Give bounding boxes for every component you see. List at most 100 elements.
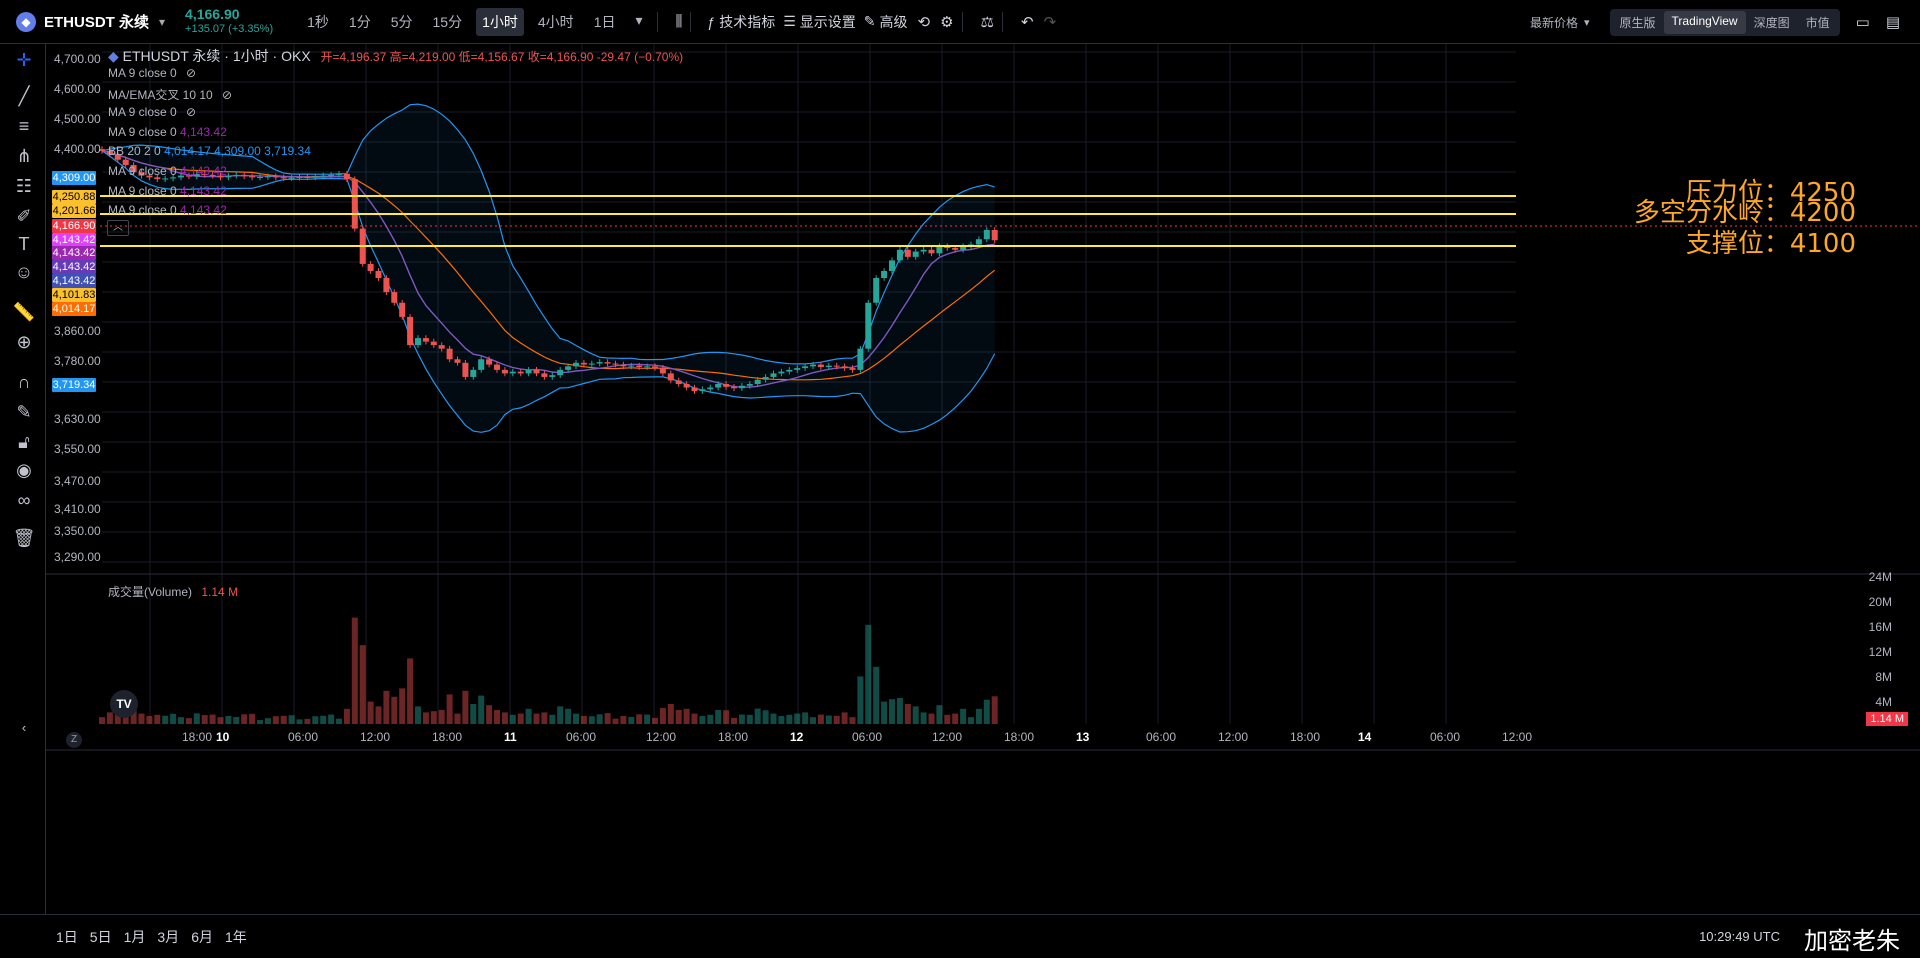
layout-icon[interactable]: ▤ <box>1885 14 1900 31</box>
range-button[interactable]: 3月 <box>157 928 180 945</box>
time-axis-label: 10 <box>216 730 230 744</box>
volume-bar <box>968 717 974 724</box>
range-button[interactable]: 1日 <box>56 928 78 945</box>
volume-bar <box>936 705 943 724</box>
trash-icon[interactable]: 🗑︎ <box>12 528 36 548</box>
tf-1m[interactable]: 1分 <box>348 13 371 30</box>
time-axis-label: 06:00 <box>1430 730 1461 744</box>
candle <box>233 174 240 176</box>
view-tradingview[interactable]: TradingView <box>1663 10 1746 34</box>
price-axis-label: 3,470.00 <box>54 474 101 488</box>
candle <box>857 348 864 370</box>
tf-15m[interactable]: 15分 <box>432 13 463 30</box>
zoom-icon[interactable]: ⊕ <box>16 332 32 352</box>
redo-icon[interactable]: ↷ <box>1043 13 1057 31</box>
volume-bar <box>975 708 982 724</box>
chevron-down-icon[interactable]: ▾ <box>159 14 166 29</box>
indicator-legend-row[interactable]: MA 9 close 0 4,143.42 <box>108 164 227 178</box>
horizontal-lines-icon[interactable]: ≡ <box>18 116 30 136</box>
candle <box>975 239 982 245</box>
candle <box>723 384 730 387</box>
undo-icon[interactable]: ↶ <box>1021 13 1034 31</box>
refresh-icon[interactable]: ⟲ <box>917 13 931 31</box>
volume-bar <box>391 696 398 724</box>
volume-bar <box>652 717 658 724</box>
last-price: 4,166.90 <box>185 5 240 22</box>
candle <box>138 172 145 176</box>
view-marketcap[interactable]: 市值 <box>1805 15 1830 30</box>
indicator-legend-row[interactable]: MA 9 close 0 4,143.42 <box>108 203 227 217</box>
edit-icon: ✎ <box>863 13 876 29</box>
price-axis-label: 4,500.00 <box>54 112 101 126</box>
candle <box>280 177 287 179</box>
indicator-legend-row[interactable]: MA 9 close 0 ⊘ <box>108 66 196 80</box>
volume-bar <box>517 713 524 724</box>
ruler-icon[interactable]: 📏 <box>12 302 36 322</box>
link-icon[interactable]: ∞ <box>17 490 31 510</box>
indicator-legend-row[interactable]: MA 9 close 0 4,143.42 <box>108 125 227 139</box>
tf-1h[interactable]: 1小时 <box>476 7 524 36</box>
fullscreen-icon[interactable]: ▭ <box>1855 14 1870 31</box>
indicator-legend-row[interactable]: MA 9 close 0 ⊘ <box>108 105 196 119</box>
candle-type-icon[interactable]: ⫼ <box>675 13 683 30</box>
tradingview-logo-icon[interactable]: TV <box>110 690 138 718</box>
range-button[interactable]: 5日 <box>89 928 112 945</box>
brush-icon[interactable]: ✐ <box>16 206 32 226</box>
indicators-button[interactable]: ƒ 技术指标 <box>707 13 776 30</box>
pitchfork-icon[interactable]: ⋔ <box>16 146 32 166</box>
trendline-icon[interactable]: ╱ <box>18 86 30 106</box>
volume-bar <box>454 713 461 724</box>
emoji-icon[interactable]: ☺ <box>14 262 34 282</box>
volume-bar <box>264 718 271 724</box>
range-button[interactable]: 1月 <box>123 928 146 945</box>
collapse-chevron-icon[interactable]: ‹ <box>21 720 27 735</box>
resistance-label: 压力位：4250 <box>1685 178 1856 208</box>
eye-off-icon[interactable]: ⊘ <box>186 66 197 80</box>
view-native[interactable]: 原生版 <box>1619 15 1656 30</box>
indicator-legend-row[interactable]: BB 20 2 0 4,014.17 4,309.00 3,719.34 <box>108 144 311 158</box>
magnet-icon[interactable]: ∩ <box>17 372 31 392</box>
price-tag: 4,143.42 <box>52 260 96 274</box>
volume-bar <box>620 716 627 724</box>
eye-off-icon[interactable]: ⊘ <box>222 87 233 102</box>
tf-4h[interactable]: 4小时 <box>537 13 574 30</box>
advanced-button[interactable]: ✎ 高级 <box>863 13 908 30</box>
volume-bar <box>312 716 319 724</box>
candle <box>636 365 643 368</box>
tf-1d[interactable]: 1日 <box>593 13 616 30</box>
zoom-reset-button[interactable]: Z <box>66 732 82 748</box>
chart-area[interactable]: ◆ ETHUSDT 永续 · 1小时 · OKX 开=4,196.37 高=4,… <box>46 44 1920 914</box>
tf-5m[interactable]: 5分 <box>390 13 413 30</box>
timeframe-chevron-icon[interactable]: ▾ <box>635 11 643 28</box>
tf-1s[interactable]: 1秒 <box>307 13 329 30</box>
lock-icon[interactable]: 🔓︎ <box>18 432 30 452</box>
symbol-name[interactable]: ETHUSDT 永续 <box>44 14 150 31</box>
volume-bar <box>383 690 390 724</box>
candle <box>241 174 248 177</box>
range-button[interactable]: 1年 <box>224 928 247 945</box>
scale-icon[interactable]: ⚖ <box>980 13 994 31</box>
eye-icon[interactable]: ◉ <box>16 460 32 480</box>
crosshair-icon[interactable]: ✛ <box>16 50 32 70</box>
indicator-legend-row[interactable]: MA/EMA交叉 10 10 ⊘ <box>108 86 232 103</box>
pencil-lock-icon[interactable]: ✎ <box>16 402 32 422</box>
gear-icon[interactable]: ⚙ <box>940 13 954 31</box>
candle <box>296 177 303 179</box>
view-depth[interactable]: 深度图 <box>1753 15 1790 30</box>
range-button[interactable]: 6月 <box>191 928 213 945</box>
price-type-chevron-icon[interactable]: ▾ <box>1584 16 1590 29</box>
text-icon[interactable]: T <box>18 234 30 254</box>
collapse-legend-button[interactable]: ︿ <box>107 220 129 236</box>
indicator-legend-row[interactable]: MA 9 close 0 4,143.42 <box>108 184 227 198</box>
eye-off-icon[interactable]: ⊘ <box>186 105 197 120</box>
clock[interactable]: 10:29:49 UTC <box>1699 929 1780 944</box>
candle <box>383 278 390 293</box>
volume-bar <box>193 713 200 724</box>
display-settings-button[interactable]: ☰ 显示设置 <box>783 13 856 30</box>
volume-bar <box>723 710 730 724</box>
price-type-select[interactable]: 最新价格 <box>1529 15 1578 30</box>
fib-icon[interactable]: ☷ <box>15 176 33 196</box>
price-tag: 4,014.17 <box>52 302 96 316</box>
chart-canvas[interactable] <box>46 44 1920 914</box>
candle <box>644 366 651 368</box>
